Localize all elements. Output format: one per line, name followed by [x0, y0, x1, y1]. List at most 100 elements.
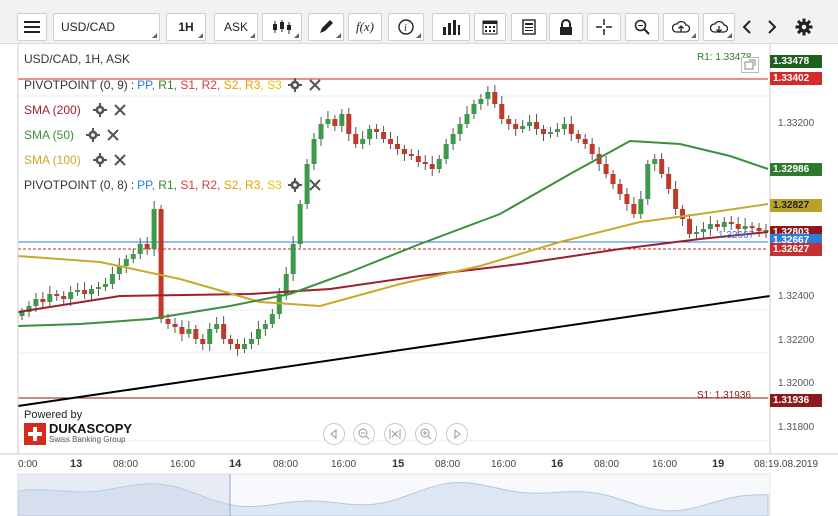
zoom-in-button[interactable] [415, 423, 437, 445]
x-tick: 16:00 [491, 459, 517, 470]
y-tick: 1.32000 [778, 378, 815, 389]
candle-body [151, 209, 157, 249]
reset-view-button[interactable] [384, 423, 406, 445]
period-select[interactable]: 1H [166, 13, 206, 41]
candle-body [714, 224, 720, 227]
pivot-param-pp: PP, [137, 78, 159, 92]
pivot-param-r2: R2, [201, 78, 224, 92]
indicator-sma100[interactable]: SMA (100) [24, 152, 127, 168]
news-button[interactable] [511, 13, 547, 41]
zoom-in-icon [420, 428, 432, 440]
chart-type-button[interactable] [262, 13, 302, 41]
price-chart[interactable] [0, 44, 838, 516]
zoom-out-button[interactable] [353, 423, 375, 445]
candle-body [506, 119, 512, 124]
candle-body [137, 244, 143, 254]
close-icon[interactable] [308, 178, 322, 192]
candle-body [749, 226, 755, 228]
indicators-button[interactable] [432, 13, 470, 41]
side-select[interactable]: ASK [214, 13, 258, 41]
info-button[interactable]: i [388, 13, 424, 41]
calendar-button[interactable] [474, 13, 506, 41]
r1-price-tag: 1.33478 [770, 55, 822, 68]
period-label: 1H [178, 20, 194, 34]
settings-button[interactable] [792, 13, 816, 41]
candle-body [659, 159, 665, 174]
gear-icon[interactable] [287, 178, 302, 192]
candle-body [624, 194, 630, 204]
indicator-sma200[interactable]: SMA (200) [24, 102, 127, 118]
candle-body [228, 339, 234, 344]
candle-body [304, 164, 310, 204]
candle-body [109, 274, 115, 284]
powered-by-text: Powered by [24, 409, 83, 421]
candle-body [388, 139, 394, 144]
candle-body [186, 329, 192, 334]
candle-body [478, 99, 484, 104]
candle-body [568, 124, 574, 134]
pan-right-button[interactable] [446, 423, 468, 445]
gear-icon[interactable] [287, 78, 302, 92]
candle-body [471, 104, 477, 114]
candle-body [193, 329, 199, 339]
candle-body [68, 292, 74, 299]
candle-body [415, 156, 421, 162]
close-icon[interactable] [113, 153, 127, 167]
close-icon[interactable] [106, 128, 120, 142]
indicator-pivot-8[interactable]: PIVOTPOINT (0, 8) : PP, R1, S1, R2, S2, … [24, 177, 322, 193]
candle-body [693, 232, 699, 234]
gear-icon[interactable] [92, 153, 107, 167]
x-tick: 08:00 [594, 459, 620, 470]
draw-tool-button[interactable] [308, 13, 344, 41]
download-button[interactable] [703, 13, 735, 41]
symbol-label: USD/CAD [61, 20, 116, 34]
dukascopy-logo[interactable]: DUKASCOPY Swiss Banking Group [24, 422, 132, 445]
r1-today-price-tag: 1.33402 [770, 72, 822, 85]
r1-label: R1: 1.33478 [697, 52, 752, 63]
candle-body [436, 159, 442, 169]
indicator-params: PP, R1, S1, R2, S2, R3, S3 [137, 178, 282, 192]
close-icon[interactable] [308, 78, 322, 92]
draw-pen-icon [320, 20, 333, 33]
symbol-select[interactable]: USD/CAD [53, 13, 160, 41]
candle-body [610, 174, 616, 184]
crosshair-button[interactable] [587, 13, 621, 41]
gear-icon[interactable] [86, 128, 101, 142]
candle-body [82, 290, 88, 294]
candle-body [520, 126, 526, 129]
pan-left-button[interactable] [323, 423, 345, 445]
candle-body [631, 204, 637, 214]
menu-button[interactable] [17, 13, 47, 41]
function-icon: f(x) [355, 19, 375, 34]
candle-body [422, 162, 428, 164]
scroll-left-button[interactable] [737, 13, 757, 41]
indicator-name: PIVOTPOINT (0, 8) [24, 178, 128, 192]
pivot-param-r2: R2, [201, 178, 224, 192]
close-icon[interactable] [113, 103, 127, 117]
function-button[interactable]: f(x) [348, 13, 382, 41]
trend-line[interactable] [17, 295, 771, 407]
pivot-param-r3: R3, [245, 178, 268, 192]
candle-body [381, 132, 387, 139]
upload-button[interactable] [663, 13, 699, 41]
candle-body [492, 92, 498, 104]
candle-body [513, 124, 519, 129]
popout-icon [744, 59, 756, 70]
side-label: ASK [223, 20, 248, 34]
candle-body [207, 329, 213, 344]
candle-body [680, 209, 686, 219]
candle-body [534, 122, 540, 129]
lock-button[interactable] [549, 13, 583, 41]
x-date-label: 19.08.2019 [768, 459, 819, 470]
detach-chart-button[interactable] [741, 57, 759, 73]
navigator-window[interactable] [18, 474, 230, 516]
zoom-button[interactable] [625, 13, 659, 41]
indicator-pivot-9[interactable]: PIVOTPOINT (0, 9) : PP, R1, S1, R2, S2, … [24, 77, 322, 93]
candle-body [221, 324, 227, 339]
gear-icon[interactable] [92, 103, 107, 117]
candle-body [742, 226, 748, 229]
candle-body [540, 129, 546, 134]
indicator-sma50[interactable]: SMA (50) [24, 127, 120, 143]
scroll-right-button[interactable] [762, 13, 782, 41]
document-icon [522, 19, 536, 35]
